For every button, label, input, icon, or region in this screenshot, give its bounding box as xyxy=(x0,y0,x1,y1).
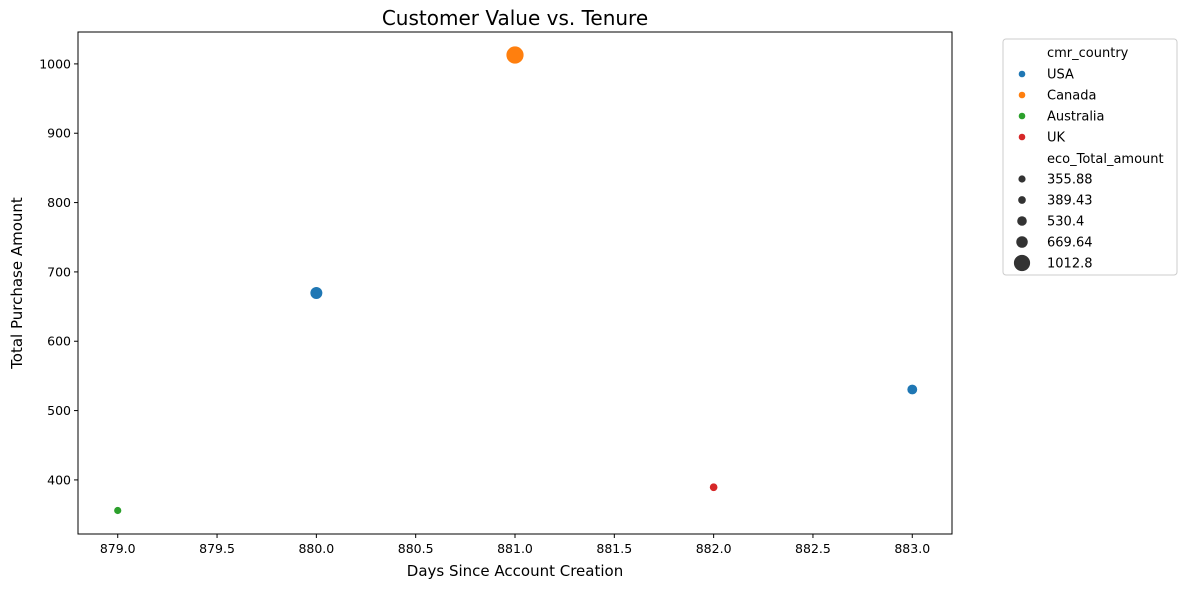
x-tick-label: 879.5 xyxy=(199,541,235,556)
x-axis-title: Days Since Account Creation xyxy=(407,562,623,580)
plot-area-frame xyxy=(77,31,953,535)
x-tick-label: 882.5 xyxy=(795,541,831,556)
y-tick-label: 700 xyxy=(47,264,71,279)
legend-hue-marker xyxy=(1018,70,1026,78)
legend-hue-marker xyxy=(1018,133,1026,141)
y-tick-label: 800 xyxy=(47,195,71,210)
y-tick-label: 900 xyxy=(47,126,71,141)
legend-size-label: 389.43 xyxy=(1047,194,1093,209)
legend-hue-label: USA xyxy=(1047,68,1074,83)
y-tick-label: 400 xyxy=(47,472,71,487)
x-tick-label: 882.0 xyxy=(696,541,732,556)
legend-size-label: 669.64 xyxy=(1047,236,1093,251)
data-point xyxy=(906,383,919,396)
x-tick-label: 881.5 xyxy=(596,541,632,556)
legend-size-marker xyxy=(1018,175,1026,183)
y-tick-label: 1000 xyxy=(39,56,71,71)
legend-hue-label: Australia xyxy=(1047,110,1105,125)
legend-size-items: 355.88 389.43 530.4 669.64 1012.8 xyxy=(1013,173,1093,272)
y-axis-title: Total Purchase Amount xyxy=(8,197,26,370)
y-tick-label: 500 xyxy=(47,403,71,418)
x-tick-label: 880.5 xyxy=(398,541,434,556)
legend-size-label: 530.4 xyxy=(1047,215,1084,230)
legend-size-marker xyxy=(1016,236,1028,248)
x-tick-label: 879.0 xyxy=(100,541,136,556)
legend-hue-marker xyxy=(1018,112,1026,120)
data-point xyxy=(309,286,324,300)
data-point xyxy=(113,506,123,515)
y-tick-label: 600 xyxy=(47,334,71,349)
x-tick-label: 881.0 xyxy=(497,541,533,556)
legend-size-marker xyxy=(1017,216,1027,226)
legend-size-title: eco_Total_amount xyxy=(1047,152,1164,167)
y-axis-ticks: 400 500 600 700 800 900 1000 xyxy=(39,56,78,487)
legend-hue-marker xyxy=(1018,91,1026,99)
x-axis-ticks: 879.0 879.5 880.0 880.5 881.0 881.5 882.0 882.5… xyxy=(100,534,930,556)
data-points xyxy=(113,45,919,515)
data-point xyxy=(708,482,719,492)
legend-hue-label: UK xyxy=(1047,131,1066,146)
legend-hue-label: Canada xyxy=(1047,89,1096,104)
legend-size-marker xyxy=(1018,196,1026,204)
x-tick-label: 880.0 xyxy=(298,541,334,556)
legend-size-label: 1012.8 xyxy=(1047,257,1093,272)
legend-size-label: 355.88 xyxy=(1047,173,1093,188)
legend: cmr_country USA Canada Australia UK eco_Tot… xyxy=(1002,38,1178,276)
legend-size-marker xyxy=(1013,254,1031,272)
x-tick-label: 883.0 xyxy=(894,541,930,556)
chart-title: Customer Value vs. Tenure xyxy=(382,6,648,30)
legend-hue-title: cmr_country xyxy=(1047,46,1129,61)
legend-box xyxy=(1002,38,1178,276)
legend-hue-items: USA Canada Australia UK xyxy=(1018,68,1105,146)
data-point xyxy=(505,45,525,65)
